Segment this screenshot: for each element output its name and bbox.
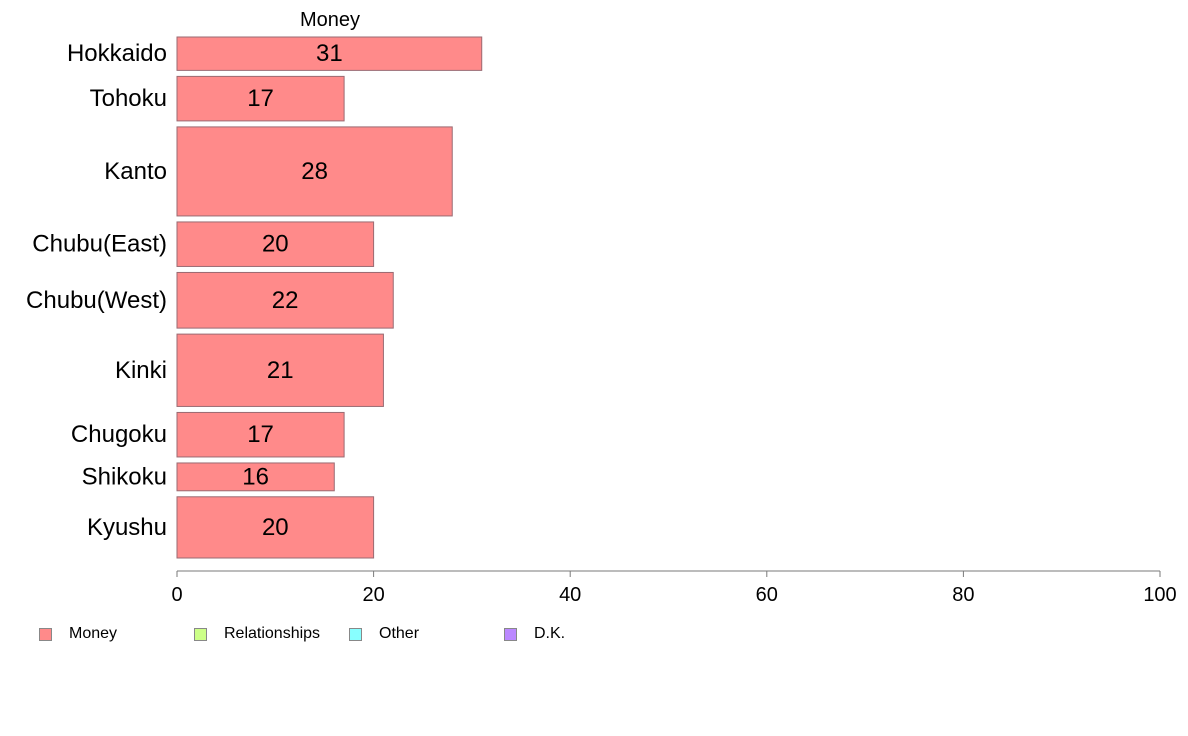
category-label: Chubu(East) xyxy=(32,231,167,258)
bar xyxy=(176,333,384,407)
bar xyxy=(176,126,453,217)
category-label: Kinki xyxy=(115,357,167,384)
bar-data-label: 17 xyxy=(247,421,274,448)
category-label: Shikoku xyxy=(82,463,167,490)
bar xyxy=(176,411,345,458)
x-tick-label: 20 xyxy=(362,584,384,606)
legend-item-other: Other xyxy=(349,622,419,646)
category-label: Hokkaido xyxy=(67,40,167,67)
legend-label-relationships: Relationships xyxy=(224,625,321,642)
bar xyxy=(176,496,375,559)
bar xyxy=(176,75,345,122)
legend-item-money: Money xyxy=(39,622,117,646)
bar xyxy=(176,462,335,492)
legend-swatch-dk xyxy=(504,627,517,641)
x-tick-label: 60 xyxy=(756,584,778,606)
x-tick-label: 100 xyxy=(1143,584,1176,606)
bar-data-label: 22 xyxy=(272,287,299,314)
chart-title: Money xyxy=(300,9,360,31)
x-tick-label: 80 xyxy=(952,584,974,606)
legend-item-relationships: Relationships xyxy=(194,622,320,646)
legend-label-money: Money xyxy=(69,625,118,642)
legend-swatch-other xyxy=(349,627,362,641)
bar xyxy=(176,36,483,71)
legend-swatch-money xyxy=(39,627,52,641)
bar-data-label: 16 xyxy=(242,463,269,490)
x-tick-label: 40 xyxy=(559,584,581,606)
bar xyxy=(176,221,375,267)
legend-label-other: Other xyxy=(379,625,420,642)
category-label: Tohoku xyxy=(90,85,167,112)
legend-label-dk: D.K. xyxy=(534,625,566,642)
bars-layer: 31 Hokkaido 17 Tohoku 28 Kanto 20 Chubu(East) 22… xyxy=(26,36,483,559)
legend-swatch-relationships xyxy=(194,627,207,641)
bar-data-label: 28 xyxy=(301,158,328,185)
x-axis: 0 20 40 60 80 100 xyxy=(171,570,1177,606)
bar-data-label: 31 xyxy=(316,40,343,67)
bar xyxy=(176,271,394,329)
legend: Money Relationships Other D.K. xyxy=(0,622,1188,646)
legend-item-dk: D.K. xyxy=(504,622,565,646)
bar-data-label: 20 xyxy=(262,231,289,258)
category-label: Chubu(West) xyxy=(26,287,167,314)
category-label: Kanto xyxy=(104,158,167,185)
bar-data-label: 17 xyxy=(247,85,274,112)
category-label: Chugoku xyxy=(71,421,167,448)
x-tick-label: 0 xyxy=(171,584,182,606)
bar-data-label: 21 xyxy=(267,357,294,384)
bar-data-label: 20 xyxy=(262,514,289,541)
category-label: Kyushu xyxy=(87,514,167,541)
